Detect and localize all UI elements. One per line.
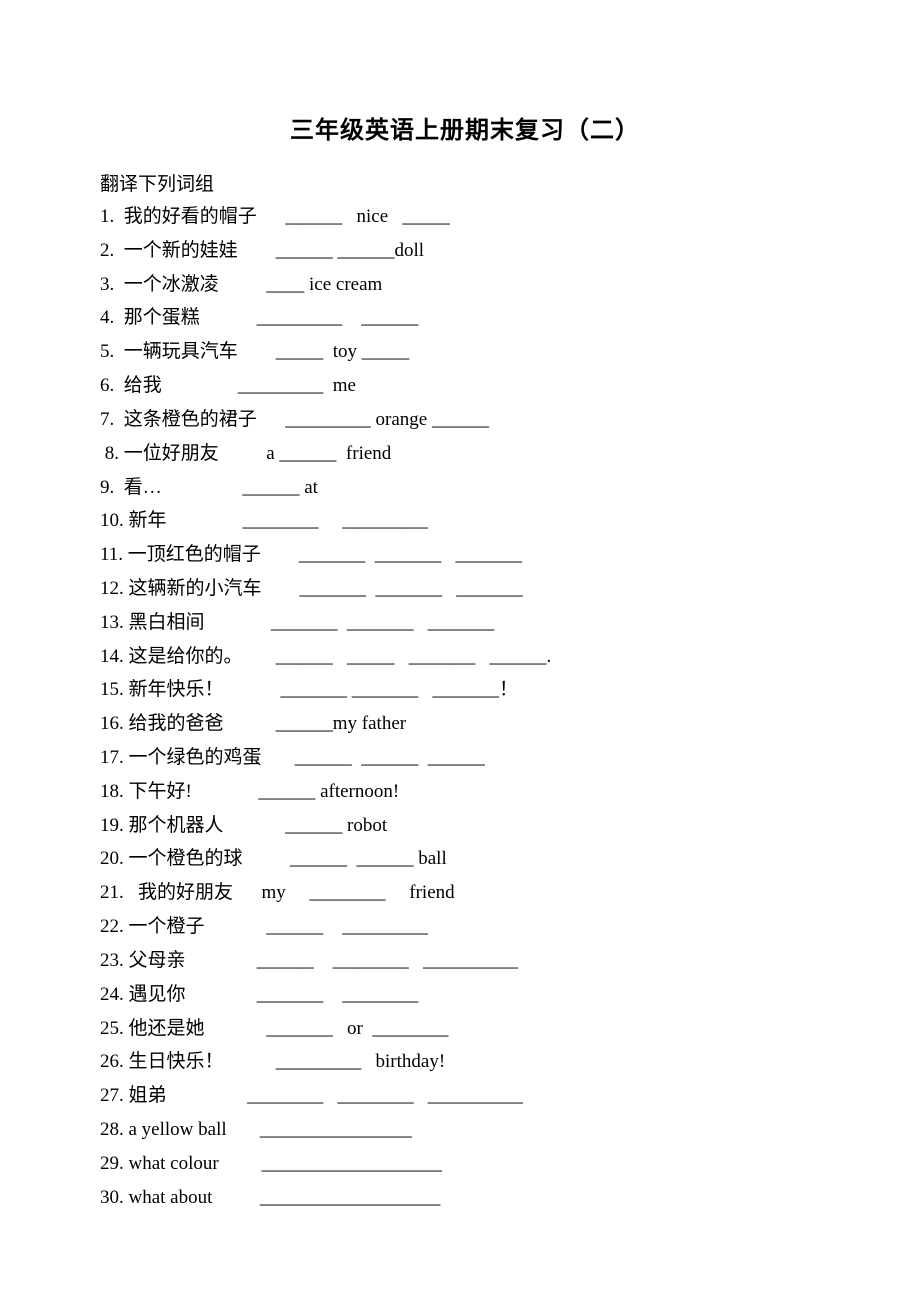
question-line: 17. 一个绿色的鸡蛋 ______ ______ ______: [100, 741, 830, 775]
question-line: 26. 生日快乐！ _________ birthday!: [100, 1045, 830, 1079]
question-line: 21. 我的好朋友 my ________ friend: [100, 876, 830, 910]
question-line: 29. what colour ___________________: [100, 1147, 830, 1181]
question-list: 1. 我的好看的帽子 ______ nice _____2. 一个新的娃娃 __…: [100, 200, 830, 1214]
section-heading: 翻译下列词组: [100, 169, 830, 196]
question-line: 30. what about ___________________: [100, 1181, 830, 1215]
question-line: 27. 姐弟 ________ ________ __________: [100, 1079, 830, 1113]
question-line: 5. 一辆玩具汽车 _____ toy _____: [100, 335, 830, 369]
page-title: 三年级英语上册期末复习（二）: [100, 110, 830, 145]
question-line: 1. 我的好看的帽子 ______ nice _____: [100, 200, 830, 234]
question-line: 23. 父母亲 ______ ________ __________: [100, 944, 830, 978]
question-line: 3. 一个冰激凌 ____ ice cream: [100, 268, 830, 302]
question-line: 7. 这条橙色的裙子 _________ orange ______: [100, 403, 830, 437]
question-line: 19. 那个机器人 ______ robot: [100, 809, 830, 843]
worksheet-page: 三年级英语上册期末复习（二） 翻译下列词组 1. 我的好看的帽子 ______ …: [0, 0, 920, 1214]
question-line: 13. 黑白相间 _______ _______ _______: [100, 606, 830, 640]
question-line: 16. 给我的爸爸 ______my father: [100, 707, 830, 741]
question-line: 2. 一个新的娃娃 ______ ______doll: [100, 234, 830, 268]
question-line: 22. 一个橙子 ______ _________: [100, 910, 830, 944]
question-line: 15. 新年快乐！ _______ _______ _______！: [100, 673, 830, 707]
question-line: 8. 一位好朋友 a ______ friend: [100, 437, 830, 471]
question-line: 14. 这是给你的。 ______ _____ _______ ______.: [100, 640, 830, 674]
question-line: 9. 看… ______ at: [100, 471, 830, 505]
question-line: 25. 他还是她 _______ or ________: [100, 1012, 830, 1046]
question-line: 20. 一个橙色的球 ______ ______ ball: [100, 842, 830, 876]
question-line: 12. 这辆新的小汽车 _______ _______ _______: [100, 572, 830, 606]
question-line: 10. 新年 ________ _________: [100, 504, 830, 538]
question-line: 6. 给我 _________ me: [100, 369, 830, 403]
question-line: 24. 遇见你 _______ ________: [100, 978, 830, 1012]
question-line: 4. 那个蛋糕 _________ ______: [100, 301, 830, 335]
question-line: 18. 下午好! ______ afternoon!: [100, 775, 830, 809]
question-line: 28. a yellow ball ________________: [100, 1113, 830, 1147]
question-line: 11. 一顶红色的帽子 _______ _______ _______: [100, 538, 830, 572]
